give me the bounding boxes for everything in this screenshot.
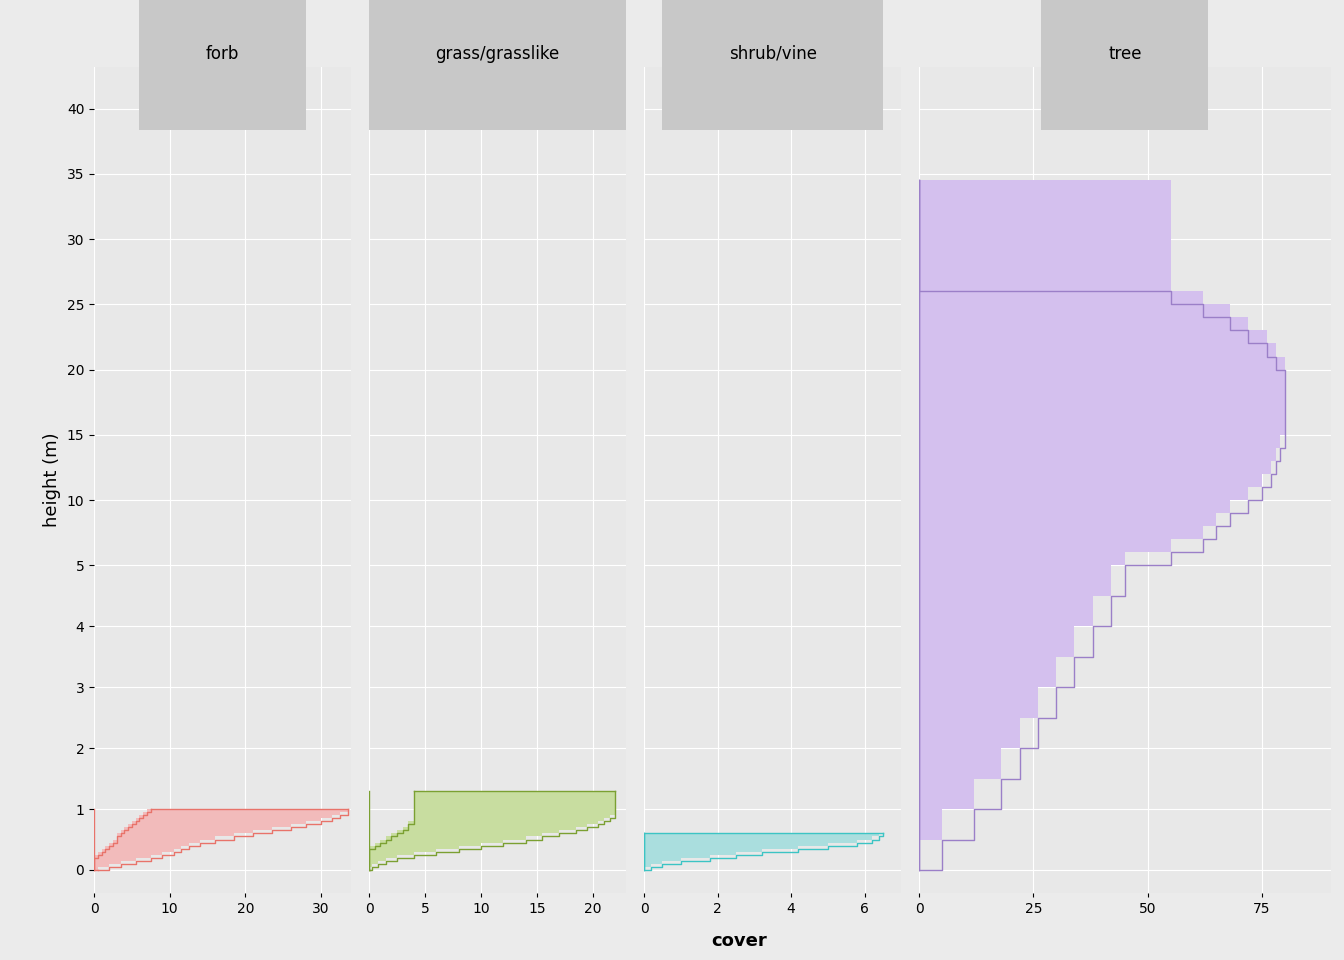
Title: shrub/vine: shrub/vine [728,45,817,62]
Text: cover: cover [711,931,767,949]
Title: grass/grasslike: grass/grasslike [435,45,560,62]
Title: tree: tree [1107,45,1141,62]
Title: forb: forb [206,45,239,62]
Y-axis label: height (m): height (m) [43,433,62,527]
